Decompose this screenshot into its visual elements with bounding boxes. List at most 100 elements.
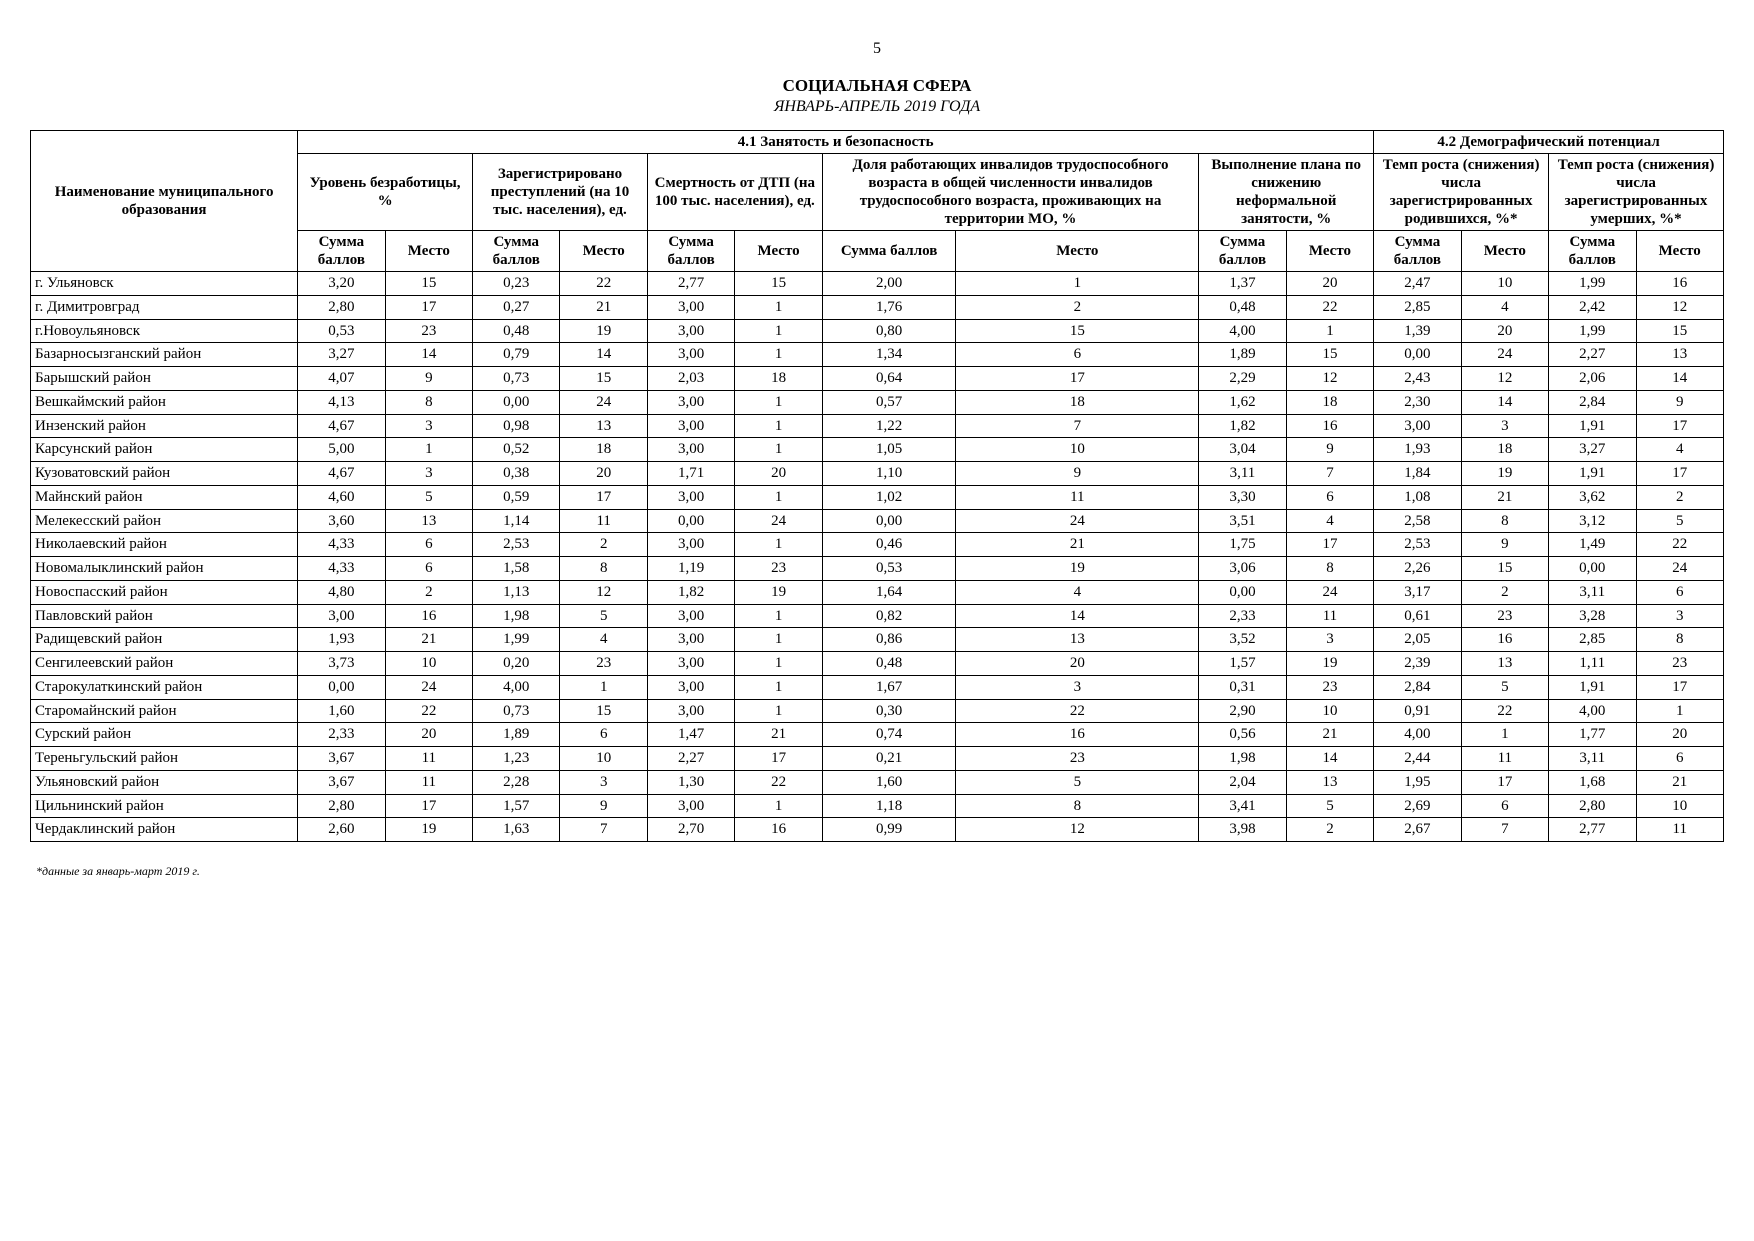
cell-place: 23 <box>1461 604 1548 628</box>
cell-score: 1,39 <box>1374 319 1461 343</box>
row-name: г. Димитровград <box>31 295 298 319</box>
cell-score: 1,30 <box>647 770 734 794</box>
cell-place: 19 <box>560 319 647 343</box>
cell-place: 3 <box>385 462 472 486</box>
cell-score: 0,52 <box>473 438 560 462</box>
table-row: Карсунский район5,0010,52183,0011,05103,… <box>31 438 1724 462</box>
cell-place: 24 <box>956 509 1199 533</box>
cell-place: 15 <box>1636 319 1724 343</box>
row-name: Инзенский район <box>31 414 298 438</box>
cell-place: 3 <box>560 770 647 794</box>
cell-place: 6 <box>385 533 472 557</box>
cell-score: 0,20 <box>473 652 560 676</box>
cell-score: 1,77 <box>1549 723 1636 747</box>
cell-place: 17 <box>1636 414 1724 438</box>
table-row: г. Димитровград2,80170,27213,0011,7620,4… <box>31 295 1724 319</box>
cell-score: 2,69 <box>1374 794 1461 818</box>
cell-score: 1,71 <box>647 462 734 486</box>
header-indicator-3: Доля работающих инвалидов трудоспособног… <box>822 154 1198 231</box>
cell-place: 6 <box>1636 580 1724 604</box>
cell-place: 13 <box>1461 652 1548 676</box>
cell-score: 3,27 <box>1549 438 1636 462</box>
cell-place: 5 <box>1461 675 1548 699</box>
cell-place: 14 <box>560 343 647 367</box>
cell-score: 2,84 <box>1374 675 1461 699</box>
cell-place: 15 <box>735 272 822 296</box>
cell-place: 5 <box>385 485 472 509</box>
header-place: Место <box>1286 231 1374 272</box>
cell-score: 1,02 <box>822 485 956 509</box>
cell-score: 1,75 <box>1199 533 1286 557</box>
table-row: Барышский район4,0790,73152,03180,64172,… <box>31 367 1724 391</box>
row-name: Сенгилеевский район <box>31 652 298 676</box>
cell-score: 0,48 <box>473 319 560 343</box>
cell-place: 6 <box>385 557 472 581</box>
cell-place: 21 <box>956 533 1199 557</box>
cell-score: 4,00 <box>1549 699 1636 723</box>
cell-score: 1,37 <box>1199 272 1286 296</box>
cell-place: 11 <box>1636 818 1724 842</box>
row-name: Вешкаймский район <box>31 390 298 414</box>
cell-score: 2,60 <box>298 818 385 842</box>
cell-place: 18 <box>1461 438 1548 462</box>
cell-score: 2,90 <box>1199 699 1286 723</box>
table-row: Мелекесский район3,60131,14110,00240,002… <box>31 509 1724 533</box>
row-name: Новомалыклинский район <box>31 557 298 581</box>
cell-score: 3,00 <box>647 390 734 414</box>
cell-score: 1,18 <box>822 794 956 818</box>
cell-score: 1,99 <box>1549 319 1636 343</box>
cell-place: 15 <box>1286 343 1374 367</box>
cell-score: 0,23 <box>473 272 560 296</box>
row-name: Чердаклинский район <box>31 818 298 842</box>
row-name: г. Ульяновск <box>31 272 298 296</box>
table-row: Новоспасский район4,8021,13121,82191,644… <box>31 580 1724 604</box>
row-name: Старомайнский район <box>31 699 298 723</box>
cell-place: 9 <box>1636 390 1724 414</box>
cell-place: 21 <box>1461 485 1548 509</box>
cell-score: 2,77 <box>647 272 734 296</box>
cell-place: 2 <box>1286 818 1374 842</box>
cell-place: 8 <box>1636 628 1724 652</box>
cell-score: 4,00 <box>1374 723 1461 747</box>
cell-place: 19 <box>956 557 1199 581</box>
cell-place: 8 <box>385 390 472 414</box>
cell-score: 3,73 <box>298 652 385 676</box>
cell-place: 5 <box>1286 794 1374 818</box>
cell-score: 1,23 <box>473 747 560 771</box>
header-score: Сумма баллов <box>473 231 560 272</box>
header-place: Место <box>560 231 647 272</box>
cell-place: 22 <box>956 699 1199 723</box>
cell-score: 3,20 <box>298 272 385 296</box>
cell-score: 2,53 <box>473 533 560 557</box>
cell-score: 1,64 <box>822 580 956 604</box>
header-score: Сумма баллов <box>298 231 385 272</box>
row-name: Тереньгульский район <box>31 747 298 771</box>
cell-place: 7 <box>560 818 647 842</box>
cell-place: 23 <box>1636 652 1724 676</box>
table-row: Цильнинский район2,80171,5793,0011,1883,… <box>31 794 1724 818</box>
cell-place: 8 <box>956 794 1199 818</box>
cell-place: 12 <box>560 580 647 604</box>
cell-score: 1,13 <box>473 580 560 604</box>
cell-place: 22 <box>735 770 822 794</box>
cell-place: 1 <box>735 699 822 723</box>
cell-place: 22 <box>1636 533 1724 557</box>
cell-place: 3 <box>1636 604 1724 628</box>
row-name: Кузоватовский район <box>31 462 298 486</box>
cell-place: 17 <box>1461 770 1548 794</box>
cell-score: 1,22 <box>822 414 956 438</box>
page-subtitle: ЯНВАРЬ-АПРЕЛЬ 2019 ГОДА <box>30 98 1724 116</box>
cell-score: 3,00 <box>298 604 385 628</box>
cell-score: 3,00 <box>647 652 734 676</box>
cell-score: 2,47 <box>1374 272 1461 296</box>
cell-score: 1,76 <box>822 295 956 319</box>
cell-place: 17 <box>385 295 472 319</box>
row-name: Базарносызганский район <box>31 343 298 367</box>
cell-place: 8 <box>1286 557 1374 581</box>
cell-place: 13 <box>1286 770 1374 794</box>
row-name: Ульяновский район <box>31 770 298 794</box>
cell-place: 1 <box>735 390 822 414</box>
cell-place: 10 <box>1461 272 1548 296</box>
cell-place: 1 <box>1286 319 1374 343</box>
cell-score: 0,27 <box>473 295 560 319</box>
